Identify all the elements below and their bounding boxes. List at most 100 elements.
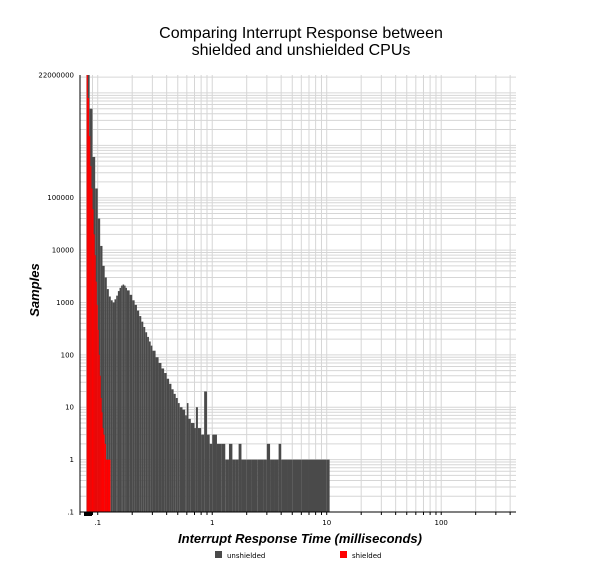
bar-unshielded	[108, 296, 111, 512]
bar-shielded	[100, 398, 102, 512]
bar-unshielded	[124, 285, 126, 512]
y-tick-label: .1	[67, 509, 74, 517]
bar-unshielded	[263, 459, 267, 512]
bar-unshielded	[164, 373, 167, 512]
bar-shielded	[95, 281, 97, 512]
y-tick-label: 10000	[52, 247, 74, 255]
x-tick-label: .1	[94, 519, 101, 527]
bar-shielded	[93, 234, 95, 512]
bar-unshielded	[221, 443, 226, 512]
bar-unshielded	[104, 277, 107, 512]
bar-unshielded	[326, 459, 330, 512]
bar-unshielded	[241, 459, 247, 512]
bar-shielded	[98, 354, 100, 512]
y-tick-label: 10	[65, 404, 74, 412]
bar-unshielded	[188, 418, 191, 512]
bar-unshielded	[150, 345, 153, 512]
bar-unshielded	[266, 443, 271, 512]
bar-shielded	[101, 412, 103, 512]
bar-shielded	[90, 166, 92, 513]
bar-shielded	[102, 428, 104, 512]
y-tick-labels: .1 1 10 100 1000 10000 100000 22000000	[38, 72, 74, 517]
bar-unshielded	[308, 459, 327, 512]
bar-unshielded	[194, 428, 196, 512]
bar-shielded	[107, 459, 111, 512]
bar-unshielded	[270, 459, 275, 512]
bar-shielded	[91, 188, 93, 513]
bar-unshielded	[246, 459, 252, 512]
x-tick-label: 100	[435, 519, 448, 527]
bar-unshielded	[204, 391, 207, 512]
bar-unshielded	[177, 403, 180, 512]
bar-unshielded	[148, 341, 151, 512]
y-tick-label: 1	[70, 456, 74, 464]
bar-unshielded	[169, 383, 172, 512]
bar-shielded	[96, 304, 98, 512]
bar-unshielded	[173, 393, 176, 512]
bar-unshielded	[175, 398, 178, 512]
x-tick-label: 1	[210, 519, 214, 527]
bar-unshielded	[296, 459, 302, 512]
axes	[79, 75, 516, 516]
bar-unshielded	[212, 434, 217, 512]
bar-unshielded	[141, 321, 144, 512]
bar-unshielded	[147, 336, 149, 512]
bar-unshielded	[278, 443, 282, 512]
bar-unshielded	[136, 310, 140, 512]
bar-unshielded	[132, 300, 135, 512]
bar-unshielded	[301, 459, 309, 512]
bar-unshielded	[238, 443, 242, 512]
bar-unshielded	[161, 368, 165, 512]
bar-shielded	[105, 459, 108, 512]
bar-unshielded	[100, 245, 103, 513]
bar-unshielded	[122, 284, 125, 512]
bar-unshielded	[228, 443, 233, 512]
x-axis-label: Interrupt Response Time (milliseconds)	[178, 531, 422, 546]
bar-unshielded	[117, 291, 120, 512]
bar-unshielded	[206, 434, 210, 512]
bar-shielded	[99, 375, 101, 512]
bar-unshielded	[232, 459, 236, 512]
bar-shielded	[103, 434, 105, 512]
bar-unshielded	[179, 407, 183, 512]
bar-unshielded	[155, 357, 159, 512]
bar-shielded	[92, 209, 94, 512]
bar-unshielded	[274, 459, 279, 512]
bar-unshielded	[166, 378, 170, 512]
bar-unshielded	[287, 459, 293, 512]
bar-unshielded	[225, 459, 229, 512]
bar-unshielded	[201, 434, 205, 512]
bar-unshielded	[235, 459, 239, 512]
bars	[86, 75, 330, 513]
x-tick-labels: .1 1 10 100	[94, 519, 448, 527]
chart-title-line-2: shielded and unshielded CPUs	[192, 42, 411, 59]
y-tick-label: 22000000	[38, 72, 74, 80]
bar-unshielded	[145, 332, 148, 512]
y-axis-label: Samples	[27, 263, 42, 316]
bar-shielded	[97, 329, 99, 512]
x-axis-origin-marker	[84, 512, 92, 516]
bar-unshielded	[126, 290, 130, 512]
bar-unshielded	[152, 350, 156, 512]
legend-swatch-shielded	[340, 551, 347, 558]
bar-unshielded	[195, 407, 198, 512]
y-tick-label: 100000	[47, 194, 74, 202]
bar-unshielded	[209, 443, 213, 512]
bar-unshielded	[190, 423, 195, 512]
legend-swatch-unshielded	[215, 551, 222, 558]
bar-unshielded	[182, 409, 186, 512]
bar-shielded	[104, 443, 106, 512]
bar-unshielded	[116, 295, 118, 512]
bar-unshielded	[197, 428, 202, 512]
bar-unshielded	[171, 389, 174, 512]
bar-unshielded	[106, 289, 109, 512]
legend-label-shielded: shielded	[352, 552, 381, 560]
bar-unshielded	[112, 302, 115, 512]
bar-shielded	[89, 136, 91, 513]
bar-unshielded	[121, 285, 123, 512]
bar-unshielded	[185, 415, 187, 512]
bar-unshielded	[292, 459, 297, 512]
bar-unshielded	[102, 265, 105, 512]
bar-unshielded	[251, 459, 258, 512]
